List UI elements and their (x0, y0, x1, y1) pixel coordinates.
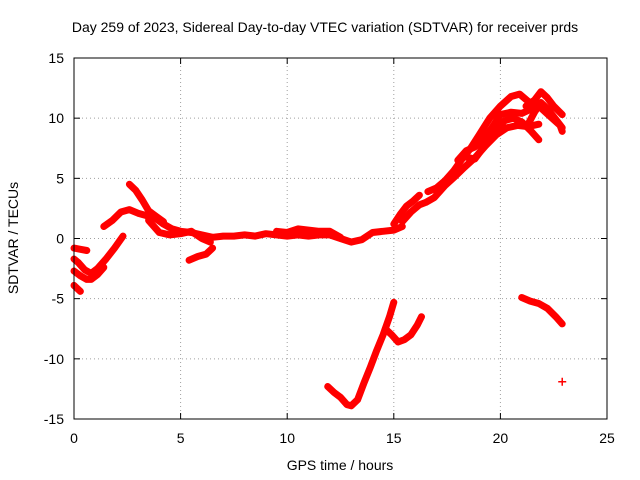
x-tick-label: 20 (493, 430, 509, 446)
series-point-20 (558, 377, 567, 386)
x-tick-label: 0 (70, 430, 78, 446)
x-tick-label: 25 (599, 430, 615, 446)
y-tick-label: 0 (56, 231, 64, 247)
series-trace-4 (70, 281, 84, 295)
series-trace-10 (390, 191, 423, 228)
axis-ticks: 0 5 10 15 20 25 -15 -10 -5 0 5 10 15 (44, 50, 615, 446)
series-trace-13 (454, 105, 536, 164)
y-axis-label: SDTVAR / TECUs (5, 182, 21, 294)
y-tick-label: 10 (48, 110, 64, 126)
chart-title: Day 259 of 2023, Sidereal Day-to-day VTE… (72, 19, 578, 35)
series-trace-1 (70, 244, 91, 254)
series-trace-5 (100, 206, 406, 246)
series-trace-15 (522, 88, 566, 119)
series-trace-19 (518, 294, 566, 328)
x-axis-label: GPS time / hours (287, 457, 394, 473)
series-trace-8 (185, 244, 217, 264)
series-trace-18 (381, 313, 425, 346)
x-tick-label: 10 (279, 430, 295, 446)
series-trace-6 (125, 180, 167, 226)
series-trace-16 (524, 99, 566, 132)
y-tick-label: 5 (56, 170, 64, 186)
data-series (70, 88, 567, 410)
series-trace-7 (145, 216, 214, 246)
y-tick-label: -10 (44, 351, 64, 367)
x-tick-label: 5 (177, 430, 185, 446)
series-trace-9 (273, 225, 344, 241)
y-tick-label: 15 (48, 50, 64, 66)
series-trace-2 (70, 232, 127, 277)
series-trace-12 (424, 90, 566, 196)
series-trace-11 (398, 120, 543, 226)
y-tick-label: -5 (52, 291, 65, 307)
series-trace-3 (70, 263, 108, 283)
series-trace-17 (324, 298, 398, 410)
x-tick-label: 15 (386, 430, 402, 446)
y-tick-label: -15 (44, 411, 64, 427)
